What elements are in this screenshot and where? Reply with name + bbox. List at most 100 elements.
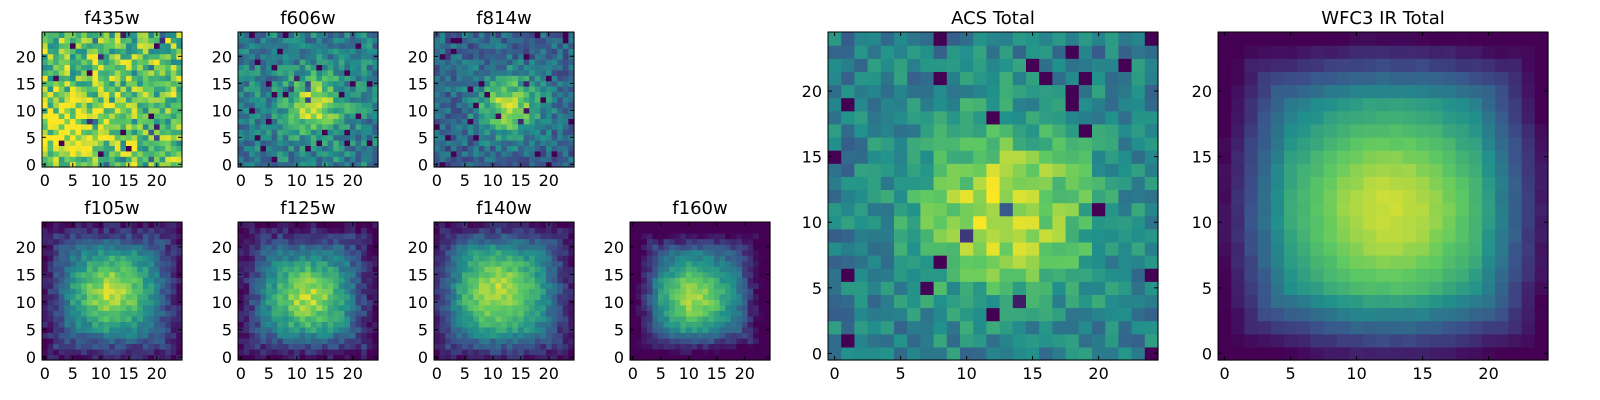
heatmap-cell [243, 150, 250, 157]
heatmap-cell [176, 150, 183, 157]
heatmap-cell [434, 260, 441, 267]
heatmap-cell [462, 91, 469, 98]
heatmap-cell [254, 86, 261, 92]
x-tick-label: 10 [483, 364, 503, 383]
heatmap-cell [529, 321, 536, 328]
heatmap-cell [854, 255, 869, 269]
heatmap-cell [894, 346, 908, 361]
heatmap-cell [518, 266, 525, 273]
heatmap-cell [92, 299, 99, 306]
heatmap-cell [327, 140, 334, 146]
heatmap-cell [176, 348, 183, 356]
heatmap-cell [42, 227, 49, 234]
heatmap-cell [669, 326, 676, 333]
heatmap-cell [501, 75, 508, 82]
heatmap-cell [736, 315, 743, 322]
heatmap-cell [551, 354, 558, 361]
heatmap-cell [47, 249, 54, 256]
heatmap-cell [131, 80, 138, 87]
heatmap-cell [277, 129, 284, 136]
heatmap-cell [933, 320, 948, 335]
heatmap-cell [299, 102, 306, 109]
heatmap-cell [646, 233, 653, 240]
heatmap-cell [327, 315, 334, 322]
heatmap-cell [557, 271, 564, 278]
heatmap-cell [557, 310, 564, 317]
heatmap-cell [70, 348, 77, 356]
heatmap-cell [322, 145, 329, 152]
heatmap-cell [562, 48, 569, 55]
heatmap-cell [170, 244, 177, 251]
heatmap-cell [529, 238, 536, 245]
heatmap-cell [282, 249, 289, 256]
heatmap-cell [361, 91, 368, 98]
heatmap-cell [42, 150, 49, 157]
heatmap-cell [372, 249, 379, 256]
heatmap-cell [260, 80, 267, 87]
heatmap-cell [523, 249, 530, 256]
heatmap-cell [58, 354, 65, 361]
heatmap-cell [131, 64, 138, 71]
heatmap-cell [635, 271, 642, 278]
heatmap-cell [299, 48, 306, 55]
heatmap-cell [305, 332, 312, 339]
heatmap-cell [260, 255, 267, 262]
heatmap-cell [473, 260, 480, 267]
heatmap-cell [355, 37, 362, 44]
heatmap-cell [305, 161, 312, 168]
heatmap-cell [355, 304, 362, 311]
heatmap-cell [445, 354, 452, 361]
heatmap-cell [540, 113, 547, 119]
heatmap-cell [249, 150, 256, 157]
heatmap-cell [81, 91, 88, 98]
heatmap-cell [495, 304, 502, 311]
heatmap-cell [456, 222, 463, 229]
heatmap-cell [103, 80, 110, 87]
heatmap-cell [305, 123, 312, 130]
heatmap-cell [288, 271, 295, 278]
heatmap-cell [299, 293, 306, 300]
heatmap-cell [350, 91, 357, 98]
heatmap-cell [445, 337, 452, 345]
heatmap-cell [646, 244, 653, 251]
heatmap-cell [663, 249, 670, 256]
heatmap-cell [1131, 294, 1146, 309]
heatmap-cell [344, 255, 351, 262]
x-tick-label: 10 [91, 364, 111, 383]
heatmap-cell [243, 227, 250, 234]
heatmap-cell [53, 145, 60, 152]
heatmap-cell [747, 227, 754, 234]
heatmap-cell [708, 332, 715, 339]
heatmap-cell [271, 42, 278, 49]
heatmap-cell [355, 86, 362, 92]
heatmap-cell [361, 96, 368, 103]
heatmap-cell [999, 241, 1014, 256]
heatmap-cell [64, 48, 71, 55]
heatmap-cell [490, 59, 497, 65]
heatmap-cell [316, 59, 323, 65]
heatmap-cell [1131, 163, 1146, 177]
heatmap-cell [350, 140, 357, 146]
heatmap-cell [551, 69, 558, 76]
heatmap-cell [243, 271, 250, 278]
heatmap-cell [176, 282, 183, 289]
heatmap-cell [159, 288, 166, 295]
heatmap-cell [484, 332, 491, 339]
heatmap-cell [344, 233, 351, 240]
heatmap-cell [562, 282, 569, 289]
heatmap-cell [747, 249, 754, 256]
heatmap-cell [501, 227, 508, 234]
heatmap-cell [288, 293, 295, 300]
heatmap-cell [333, 156, 340, 163]
heatmap-cell [719, 233, 726, 240]
heatmap-cell [680, 249, 687, 256]
heatmap-cell [322, 238, 329, 245]
heatmap-cell [557, 244, 564, 251]
heatmap-cell [663, 348, 670, 356]
heatmap-cell [568, 260, 575, 267]
heatmap-cell [523, 107, 530, 114]
heatmap-cell [81, 260, 88, 267]
heatmap-cell [282, 260, 289, 267]
heatmap-cell [165, 91, 172, 98]
heatmap-cell [142, 102, 149, 109]
